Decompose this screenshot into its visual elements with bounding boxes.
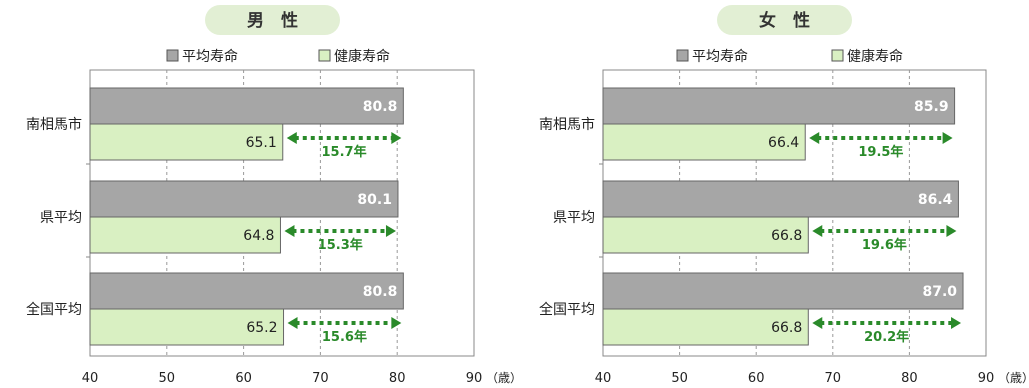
gap-arrow-head-right bbox=[385, 225, 396, 237]
bar-healthy-life bbox=[602, 308, 809, 346]
x-tick-label: 50 bbox=[159, 371, 176, 386]
bar-value-label: 86.4 bbox=[918, 192, 953, 208]
gap-arrow-head-left bbox=[809, 132, 820, 144]
gap-arrow-head-right bbox=[951, 317, 962, 329]
bar-average-life bbox=[89, 87, 404, 125]
gap-label: 15.7年 bbox=[322, 144, 367, 160]
title-pill bbox=[205, 5, 340, 35]
legend-swatch bbox=[831, 49, 844, 62]
x-axis-unit: （歳） bbox=[486, 371, 522, 385]
x-tick-label: 80 bbox=[389, 371, 406, 386]
legend-swatch bbox=[318, 49, 331, 62]
x-tick-label: 40 bbox=[82, 371, 99, 386]
bar-average-life bbox=[89, 180, 399, 218]
category-label: 県平均 bbox=[553, 210, 595, 226]
gap-arrow-head-left bbox=[284, 225, 295, 237]
x-tick-label: 90 bbox=[466, 371, 483, 386]
x-tick-label: 70 bbox=[312, 371, 329, 386]
bar-value-label: 80.1 bbox=[357, 192, 392, 208]
bar-value-label: 66.8 bbox=[771, 320, 802, 336]
legend-label: 健康寿命 bbox=[847, 48, 903, 65]
bar-value-label: 87.0 bbox=[922, 284, 957, 300]
legend-label: 健康寿命 bbox=[334, 48, 390, 65]
x-axis-unit: （歳） bbox=[998, 371, 1029, 385]
gap-arrow-head-left bbox=[287, 317, 298, 329]
gap-arrow bbox=[284, 225, 396, 237]
chart-title: 女 性 bbox=[759, 10, 810, 31]
legend-label: 平均寿命 bbox=[692, 48, 748, 65]
category-label: 南相馬市 bbox=[539, 116, 595, 133]
gap-label: 20.2年 bbox=[864, 329, 909, 345]
x-tick-label: 60 bbox=[748, 371, 765, 386]
gap-label: 15.6年 bbox=[322, 329, 367, 345]
legend-swatch bbox=[676, 49, 689, 62]
gap-arrow bbox=[286, 132, 402, 144]
bar-value-label: 65.2 bbox=[246, 320, 277, 336]
category-label: 全国平均 bbox=[26, 301, 82, 318]
gap-arrow-head-left bbox=[286, 132, 297, 144]
gap-label: 19.5年 bbox=[858, 144, 903, 160]
bar-average-life bbox=[602, 180, 959, 218]
bar-healthy-life bbox=[89, 216, 281, 254]
bar-value-label: 85.9 bbox=[914, 99, 949, 115]
x-tick-label: 40 bbox=[595, 371, 612, 386]
gap-label: 19.6年 bbox=[862, 237, 907, 253]
bar-healthy-life bbox=[602, 123, 806, 161]
gap-arrow bbox=[812, 225, 957, 237]
bar-average-life bbox=[602, 272, 964, 310]
gap-arrow bbox=[812, 317, 962, 329]
gap-arrow-head-right bbox=[946, 225, 957, 237]
legend-item: 平均寿命 bbox=[676, 48, 748, 65]
gap-arrow-head-right bbox=[391, 132, 402, 144]
legend-item: 健康寿命 bbox=[318, 48, 390, 65]
bar-average-life bbox=[89, 272, 404, 310]
category-label: 県平均 bbox=[40, 210, 82, 226]
category-label: 全国平均 bbox=[539, 301, 595, 318]
gap-arrow-head-right bbox=[942, 132, 953, 144]
x-tick-label: 60 bbox=[235, 371, 252, 386]
bar-average-life bbox=[602, 87, 956, 125]
category-label: 南相馬市 bbox=[26, 116, 82, 133]
gap-arrow bbox=[287, 317, 402, 329]
legend-label: 平均寿命 bbox=[182, 48, 238, 65]
x-tick-label: 80 bbox=[901, 371, 918, 386]
gap-arrow bbox=[809, 132, 953, 144]
bar-value-label: 64.8 bbox=[243, 228, 274, 244]
legend-item: 平均寿命 bbox=[166, 48, 238, 65]
bar-value-label: 65.1 bbox=[246, 135, 277, 151]
bar-healthy-life bbox=[89, 308, 285, 346]
legend-item: 健康寿命 bbox=[831, 48, 903, 65]
chart-title: 男 性 bbox=[247, 10, 298, 31]
gap-arrow-head-right bbox=[391, 317, 402, 329]
x-tick-label: 90 bbox=[978, 371, 995, 386]
bar-value-label: 66.4 bbox=[768, 135, 799, 151]
legend-swatch bbox=[166, 49, 179, 62]
bar-value-label: 80.8 bbox=[363, 99, 398, 115]
gap-arrow-head-left bbox=[812, 225, 823, 237]
x-tick-label: 50 bbox=[671, 371, 688, 386]
bar-healthy-life bbox=[602, 216, 809, 254]
gap-label: 15.3年 bbox=[318, 237, 363, 253]
bar-value-label: 66.8 bbox=[771, 228, 802, 244]
x-tick-label: 70 bbox=[825, 371, 842, 386]
bar-healthy-life bbox=[89, 123, 284, 161]
gap-arrow-head-left bbox=[812, 317, 823, 329]
bar-value-label: 80.8 bbox=[363, 284, 398, 300]
title-pill bbox=[717, 5, 852, 35]
